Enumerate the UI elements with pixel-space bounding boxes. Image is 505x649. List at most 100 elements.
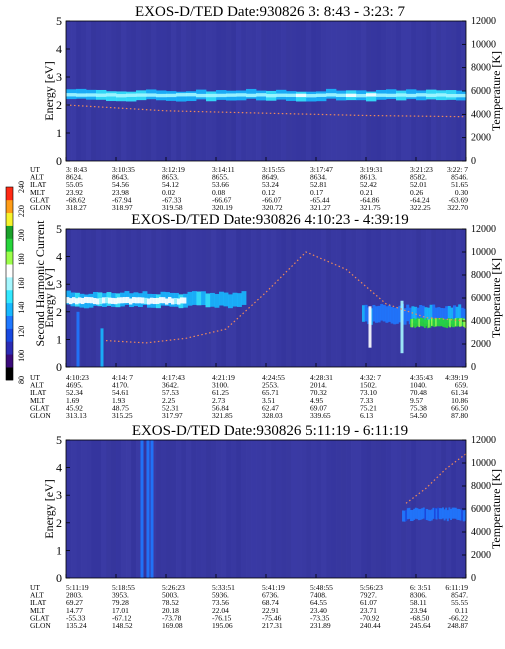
spectrogram-texture-column (166, 440, 172, 578)
spectrogram-texture-column (301, 229, 307, 367)
spectrogram-texture-column (101, 440, 107, 578)
spectrogram-band-cell (165, 298, 169, 305)
ephemeris-value: 54.50 (410, 411, 427, 420)
colorbar-swatch (6, 302, 13, 316)
ephemeris-value: 22.04 (212, 606, 229, 615)
ephemeris-value: 5:11:19 (66, 583, 89, 592)
spectrogram-band-cell (431, 317, 433, 326)
y-right-tick-label: 2000 (471, 339, 491, 350)
spectrogram-band-cell (443, 319, 446, 328)
colorbar-swatch (6, 187, 13, 201)
ephemeris-value: 148.52 (112, 621, 133, 630)
ephemeris-value: 195.06 (212, 621, 233, 630)
spectrogram-band-cell (66, 297, 70, 304)
spectrogram-band-cell (395, 307, 399, 324)
ephemeris-value: 8306. (410, 591, 427, 600)
spectrogram-band-cell (430, 509, 433, 521)
spectrogram-texture-column (286, 21, 292, 161)
ephemeris-value: 248.87 (447, 621, 468, 630)
y-tick-label: 1 (56, 543, 62, 557)
spectrogram-band-cell (414, 507, 417, 519)
spectrogram-band-cell (456, 93, 467, 98)
ephemeris-value: -75.46 (262, 613, 282, 622)
spectrogram-band-cell (156, 93, 167, 98)
ephemeris-value: -73.35 (310, 613, 330, 622)
colorbar-swatch (6, 199, 13, 214)
ephemeris-value: 217.31 (262, 621, 283, 630)
ephemeris-value: 8643. (112, 173, 129, 182)
spectrogram-texture-column (366, 21, 372, 161)
ephemeris-value: 4:35:43 (410, 373, 433, 382)
ephemeris-row-label: GLON (30, 203, 51, 212)
ephemeris-row-label: GLAT (30, 403, 50, 412)
spectrogram-band-cell (416, 93, 427, 97)
spectrogram-band-cell (461, 509, 464, 521)
spectrogram-band-cell (411, 510, 414, 522)
spectrogram-texture-column (261, 440, 267, 578)
spectrogram-band-cell (429, 510, 432, 522)
spectrogram-texture-column (341, 440, 347, 578)
spectrogram-texture-column (261, 229, 267, 367)
ephemeris-row-label: ILAT (30, 180, 47, 189)
spectrogram-texture-column (111, 440, 117, 578)
spectrogram-band-cell (106, 93, 117, 97)
spectrogram-band-cell (419, 508, 422, 520)
spectrogram-texture-column (211, 21, 217, 161)
ephemeris-value: 0.26 (410, 188, 423, 197)
ephemeris-value: 1040. (410, 381, 427, 390)
spectrogram-band-cell (408, 307, 412, 325)
spectrogram-texture-column (411, 229, 417, 367)
spectrogram-texture-column (331, 440, 337, 578)
spectrogram-band-cell (438, 508, 441, 520)
spectrogram-band-cell (464, 509, 467, 521)
spectrogram-texture-column (311, 440, 317, 578)
spectrogram-band-cell (141, 297, 145, 304)
spectrogram-texture-column (401, 440, 407, 578)
ephemeris-value: 17.01 (112, 606, 129, 615)
spectrogram-texture-column (251, 440, 257, 578)
spectrogram-band-cell (434, 307, 438, 325)
spectrogram-band-cell (99, 297, 103, 304)
y-tick-label: 0 (56, 360, 62, 374)
spectrogram-texture-column (276, 440, 282, 578)
spectrogram-band-cell (447, 305, 451, 323)
spectrogram-texture-column (156, 440, 162, 578)
spectrogram-texture-column (386, 440, 392, 578)
spectrogram-texture-column (346, 440, 352, 578)
spectrogram-spike (76, 311, 80, 367)
spectrogram-texture-column (366, 229, 372, 367)
ephemeris-value: 23.94 (410, 606, 427, 615)
spectrogram-texture-column (416, 229, 422, 367)
spectrogram-band-cell (463, 318, 465, 327)
spectrogram-band-cell (210, 292, 215, 307)
spectrogram-texture-column (291, 21, 297, 161)
spectrogram-texture-column (336, 229, 342, 367)
spectrogram-band-cell (461, 317, 464, 327)
y-right-tick-label: 4000 (471, 109, 491, 120)
spectrogram-band-cell (81, 297, 85, 305)
spectrogram-band-cell (440, 317, 443, 327)
spectrogram-band-cell (386, 93, 397, 98)
ephemeris-value: 62.47 (262, 403, 279, 412)
spectrogram-texture-column (301, 440, 307, 578)
ephemeris-row-label: GLAT (30, 195, 50, 204)
spectrogram-band-cell (422, 507, 425, 519)
spectrogram-band-cell (246, 93, 257, 98)
ephemeris-value: 4695. (66, 381, 83, 390)
ephemeris-value: 6736. (262, 591, 279, 600)
y-tick-label: 4 (56, 42, 62, 56)
spectrogram-texture-column (316, 440, 322, 578)
ephemeris-value: 0.30 (455, 188, 468, 197)
spectrogram-band-cell (457, 317, 460, 327)
colorbar-tick-label: 140 (17, 302, 26, 314)
colorbar-swatch (6, 341, 13, 355)
spectrogram-texture-column (111, 21, 117, 161)
spectrogram-texture-column (381, 229, 387, 367)
spectrogram-band-cell (447, 318, 450, 327)
spectrogram-band-cell (440, 508, 443, 520)
spectrogram-band-cell (435, 508, 438, 520)
y-right-tick-label: 0 (471, 156, 476, 167)
ephemeris-value: 75.38 (410, 403, 427, 412)
spectrogram-band-cell (424, 508, 427, 520)
ephemeris-row-label: UT (30, 583, 40, 592)
